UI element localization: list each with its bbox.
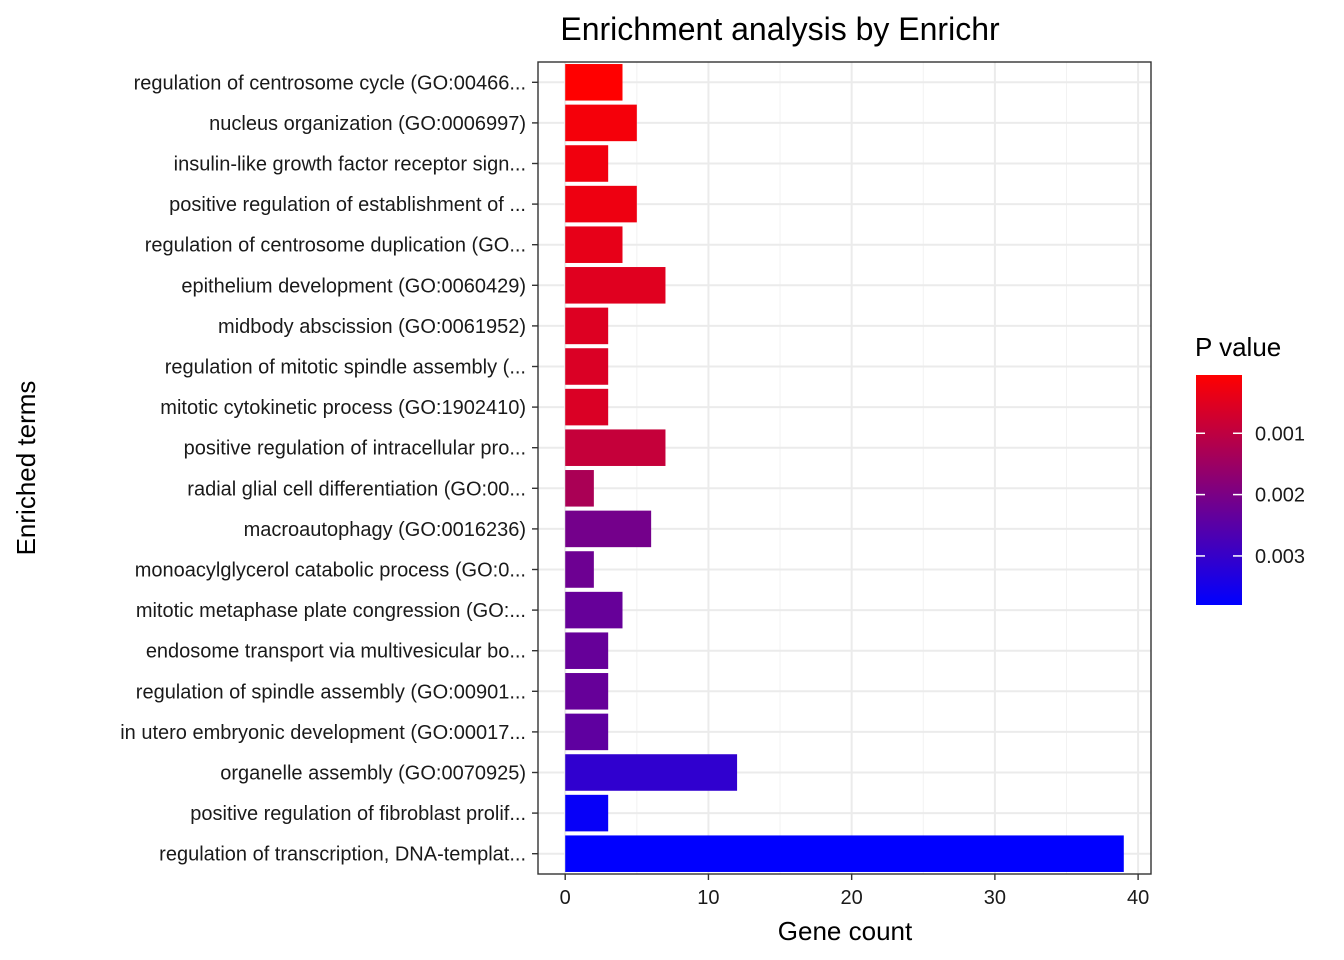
y-tick-label: insulin-like growth factor receptor sign…: [174, 154, 526, 176]
bar: [565, 470, 594, 507]
bar: [565, 64, 623, 101]
y-tick-label: radial glial cell differentiation (GO:00…: [187, 478, 526, 500]
bar: [565, 145, 609, 182]
bars: [565, 64, 1124, 872]
y-tick-label: regulation of centrosome duplication (GO…: [145, 235, 526, 257]
y-tick-label: midbody abscission (GO:0061952): [218, 316, 526, 338]
bar: [565, 348, 609, 385]
bar: [565, 673, 609, 710]
legend-ticks: 0.001 0.002 0.003: [1196, 423, 1305, 568]
legend-label: 0.003: [1255, 546, 1305, 568]
legend-colorbar: [1196, 375, 1242, 605]
y-tick-label: positive regulation of fibroblast prolif…: [190, 803, 526, 825]
legend-label: 0.001: [1255, 423, 1305, 445]
x-axis: 0 10 20 30 40: [560, 874, 1149, 909]
bar: [565, 104, 637, 142]
y-tick-label: monoacylglycerol catabolic process (GO:0…: [135, 560, 526, 582]
x-tick-label: 20: [841, 887, 863, 909]
bar: [565, 551, 594, 588]
legend: P value 0.001 0.002 0.003: [1195, 332, 1305, 605]
legend-label: 0.002: [1255, 485, 1305, 507]
y-tick-label: organelle assembly (GO:0070925): [220, 763, 526, 785]
plot-panel: [538, 62, 1151, 874]
bar: [565, 835, 1124, 872]
y-tick-label: mitotic metaphase plate congression (GO:…: [136, 600, 526, 622]
bar: [565, 713, 609, 751]
x-tick-label: 30: [984, 887, 1006, 909]
y-tick-label: mitotic cytokinetic process (GO:1902410): [160, 397, 526, 419]
y-tick-label: nucleus organization (GO:0006997): [209, 113, 526, 135]
y-axis-title: Enriched terms: [11, 381, 41, 556]
chart-title: Enrichment analysis by Enrichr: [560, 11, 1000, 47]
bar: [565, 754, 738, 791]
x-axis-title: Gene count: [778, 916, 913, 946]
bar: [565, 632, 609, 669]
bar: [565, 185, 637, 223]
bar: [565, 226, 623, 263]
bar: [565, 510, 652, 548]
y-tick-label: macroautophagy (GO:0016236): [244, 519, 526, 541]
y-tick-label: in utero embryonic development (GO:00017…: [120, 722, 526, 744]
y-tick-label: regulation of spindle assembly (GO:00901…: [136, 681, 526, 703]
plot-border: [537, 61, 1152, 875]
bar: [565, 429, 666, 466]
y-tick-label: regulation of centrosome cycle (GO:00466…: [134, 72, 526, 94]
x-tick-label: 10: [697, 887, 719, 909]
y-tick-label: epithelium development (GO:0060429): [181, 275, 526, 297]
bar: [565, 794, 609, 832]
bar: [565, 591, 623, 629]
y-tick-label: positive regulation of intracellular pro…: [184, 438, 526, 460]
y-tick-label: endosome transport via multivesicular bo…: [146, 641, 526, 663]
bar: [565, 388, 609, 426]
bar: [565, 267, 666, 304]
y-tick-label: regulation of mitotic spindle assembly (…: [165, 357, 526, 379]
y-tick-label: regulation of transcription, DNA-templat…: [159, 844, 526, 866]
legend-title: P value: [1195, 332, 1281, 362]
x-tick-label: 40: [1127, 887, 1149, 909]
x-tick-label: 0: [560, 887, 571, 909]
y-tick-label: positive regulation of establishment of …: [169, 194, 526, 216]
bar: [565, 307, 609, 345]
y-axis: regulation of centrosome cycle (GO:00466…: [120, 72, 538, 866]
